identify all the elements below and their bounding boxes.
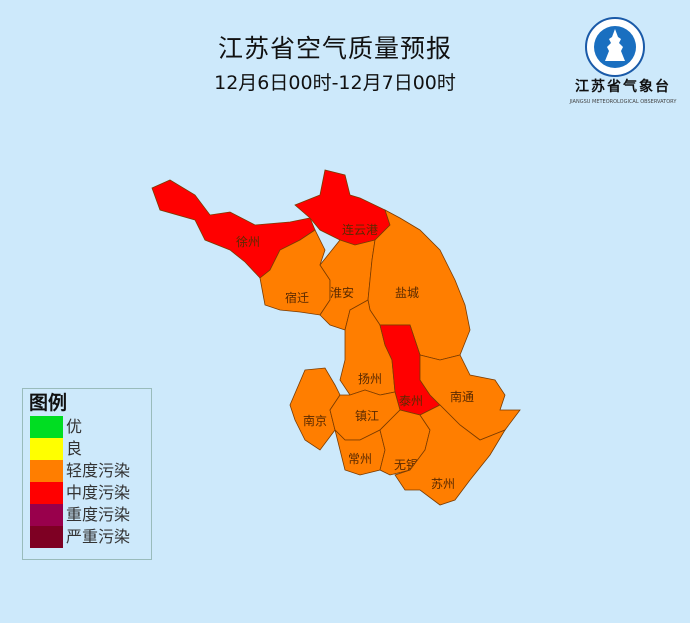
observatory-logo-icon (585, 17, 645, 77)
city-area (394, 404, 506, 506)
legend-item: 优 (30, 416, 151, 438)
city-label: 扬州 (358, 371, 382, 386)
legend-item: 严重污染 (30, 526, 151, 548)
observatory-english-name: JIANGSU METEOROLOGICAL OBSERVATORY (569, 99, 677, 105)
forecast-period: 12月6日00时-12月7日00时 (214, 72, 456, 94)
city-region: 常州 (334, 428, 386, 476)
map-title-text: 江苏省空气质量预报 (217, 34, 452, 63)
legend-swatch (30, 416, 63, 438)
legend-swatch (30, 438, 63, 460)
legend-title: 图例 (29, 392, 68, 414)
legend-swatch (30, 460, 63, 482)
city-label: 徐州 (236, 234, 260, 249)
legend-swatch (30, 504, 63, 526)
city-label: 连云港 (342, 222, 378, 237)
legend-label: 优 (66, 417, 83, 436)
legend-rows: 优良轻度污染中度污染重度污染严重污染 (23, 416, 151, 548)
legend-label: 轻度污染 (66, 461, 131, 480)
legend: 图例 优良轻度污染中度污染重度污染严重污染 (22, 388, 152, 560)
legend-item: 重度污染 (30, 504, 151, 526)
legend-item: 轻度污染 (30, 460, 151, 482)
city-label: 宿迁 (285, 290, 309, 305)
city-label: 镇江 (355, 409, 379, 423)
city-region: 南京 (289, 367, 341, 451)
legend-swatch (30, 526, 63, 548)
legend-label: 良 (66, 439, 83, 458)
legend-item: 中度污染 (30, 482, 151, 504)
legend-label: 中度污染 (66, 483, 131, 502)
legend-label: 重度污染 (66, 505, 131, 524)
city-label: 南通 (450, 389, 474, 404)
city-label: 南京 (303, 413, 327, 428)
city-label: 泰州 (399, 394, 423, 408)
legend-label: 严重污染 (66, 527, 131, 546)
city-region: 淮安 (319, 239, 376, 331)
observatory-name: 江苏省气象台 (575, 79, 671, 95)
city-area (419, 354, 521, 441)
city-region: 南通 (419, 354, 521, 441)
map-title: 江苏省空气质量预报 (0, 34, 690, 63)
city-label: 苏州 (431, 477, 455, 491)
city-label: 淮安 (330, 285, 354, 300)
legend-item: 良 (30, 438, 151, 460)
legend-swatch (30, 482, 63, 504)
city-region: 苏州 (394, 404, 506, 506)
city-label: 盐城 (395, 286, 419, 300)
city-label: 常州 (348, 452, 372, 466)
